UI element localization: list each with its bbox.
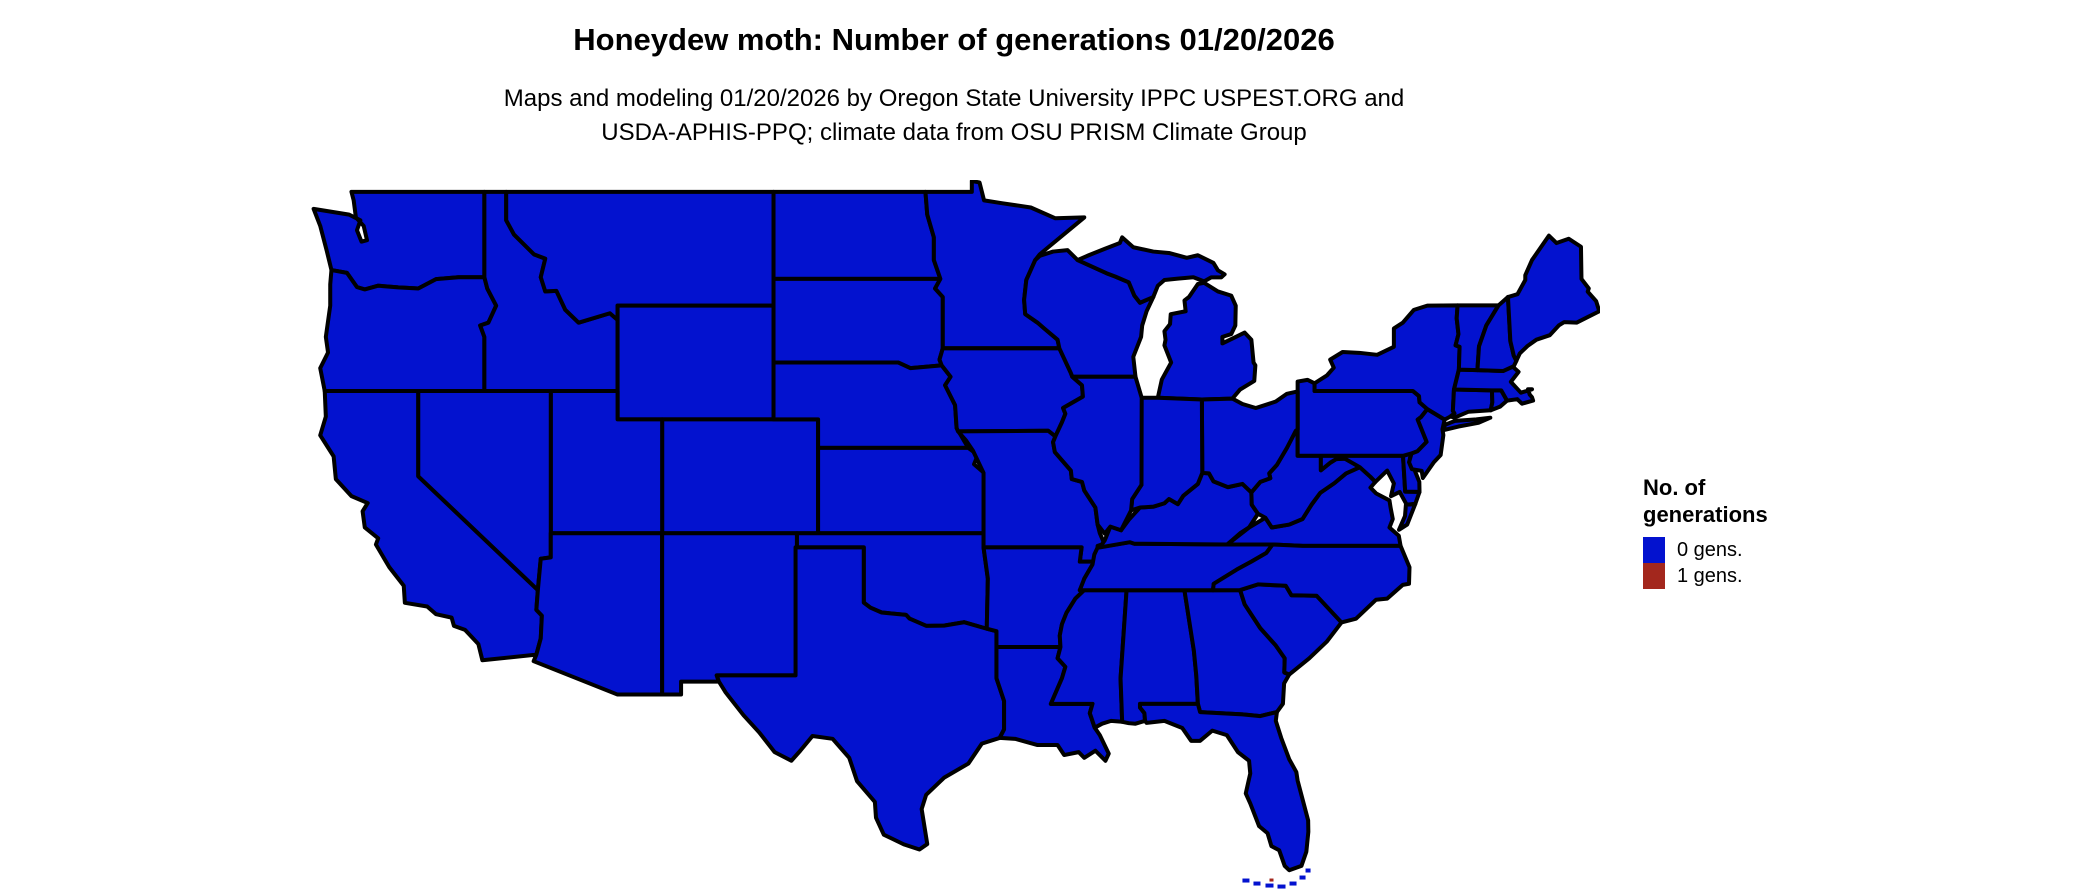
state-nd bbox=[771, 189, 943, 281]
florida-keys-islet bbox=[1289, 881, 1297, 886]
state-tx bbox=[714, 545, 1007, 852]
state-fl bbox=[1137, 701, 1311, 873]
state-ny-long-island bbox=[1442, 415, 1493, 432]
state-sd bbox=[771, 276, 945, 371]
us-states-map bbox=[311, 180, 1600, 889]
figure-header: Honeydew moth: Number of generations 01/… bbox=[504, 20, 1404, 150]
legend: No. of generations 0 gens. 1 gens. bbox=[1643, 474, 1863, 589]
figure-title: Honeydew moth: Number of generations 01/… bbox=[573, 22, 1335, 57]
florida-keys bbox=[1242, 868, 1311, 889]
subtitle-line-1: Maps and modeling 01/20/2026 by Oregon S… bbox=[503, 85, 1405, 112]
state-il bbox=[1051, 374, 1144, 536]
legend-item-1-gens: 1 gens. bbox=[1643, 563, 1863, 589]
state-nm bbox=[660, 531, 799, 697]
legend-item-0-gens: 0 gens. bbox=[1643, 537, 1863, 563]
state-nc bbox=[1210, 542, 1412, 625]
florida-keys-islet bbox=[1253, 881, 1261, 886]
state-me bbox=[1505, 233, 1600, 363]
state-az bbox=[531, 531, 665, 697]
state-nj bbox=[1407, 407, 1447, 481]
state-or bbox=[318, 268, 499, 393]
florida-keys-islet bbox=[1277, 884, 1286, 889]
legend-swatch-1-gens bbox=[1643, 563, 1665, 589]
subtitle-line-2: USDA-APHIS-PPQ; climate data from OSU PR… bbox=[601, 119, 1307, 146]
legend-items: 0 gens. 1 gens. bbox=[1643, 537, 1863, 589]
state-co bbox=[660, 417, 821, 536]
state-ct bbox=[1448, 387, 1495, 420]
florida-keys-islet bbox=[1242, 878, 1250, 883]
florida-keys-islet bbox=[1299, 875, 1306, 880]
state-va-eastern-shore bbox=[1396, 501, 1418, 532]
legend-label-1-gens: 1 gens. bbox=[1677, 564, 1743, 587]
state-mi-upper-peninsula bbox=[1075, 235, 1227, 305]
legend-swatch-0-gens bbox=[1643, 537, 1665, 563]
legend-label-0-gens: 0 gens. bbox=[1677, 538, 1743, 561]
state-wy bbox=[615, 303, 776, 422]
florida-keys-1gen-speck bbox=[1269, 878, 1274, 882]
state-ks bbox=[816, 445, 987, 536]
figure-subtitle: Maps and modeling 01/20/2026 by Oregon S… bbox=[504, 82, 1404, 150]
legend-title: No. of generations bbox=[1643, 475, 1768, 527]
florida-keys-islet bbox=[1265, 883, 1274, 888]
state-oh bbox=[1199, 389, 1300, 495]
state-mi bbox=[1155, 280, 1258, 402]
florida-keys-islet bbox=[1305, 868, 1311, 873]
